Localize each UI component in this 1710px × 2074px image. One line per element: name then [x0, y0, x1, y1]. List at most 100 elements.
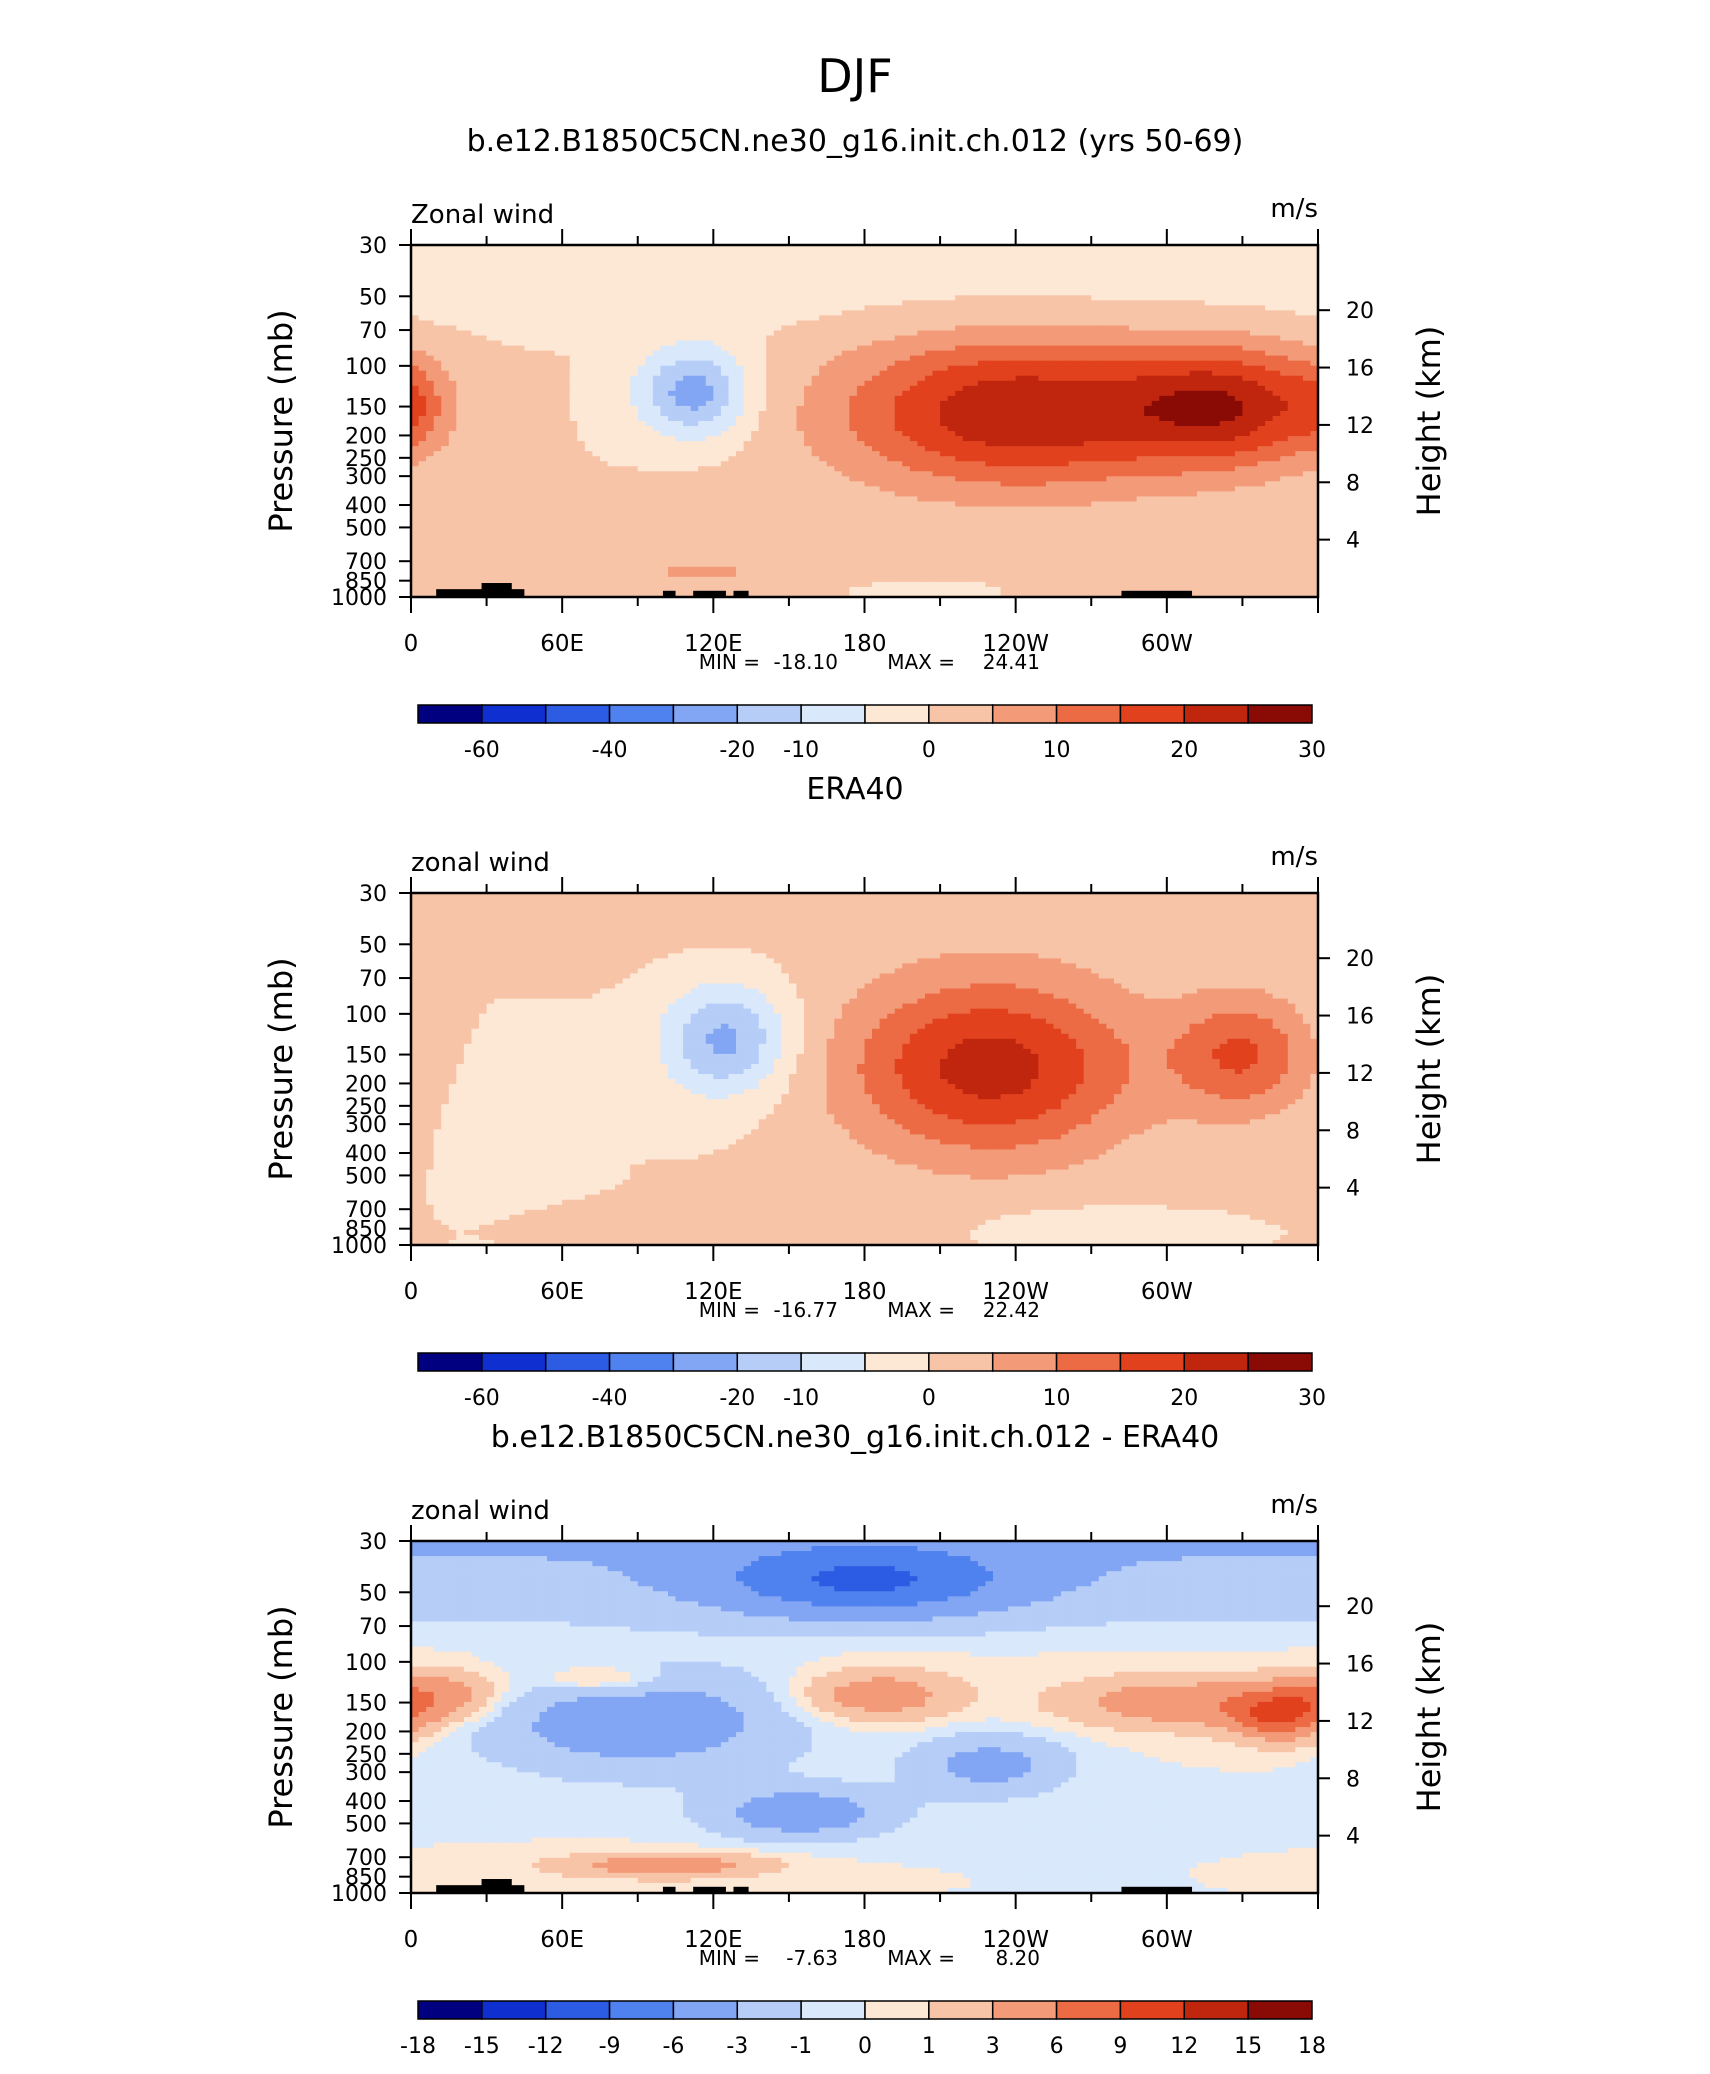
heatmap-cell — [963, 330, 971, 336]
heatmap-cell — [608, 401, 616, 407]
heatmap-cell — [517, 416, 525, 422]
heatmap-cell — [963, 305, 971, 311]
heatmap-cell — [434, 446, 442, 452]
heatmap-cell — [849, 290, 857, 296]
heatmap-cell — [978, 431, 986, 437]
heatmap-cell — [524, 401, 532, 407]
heatmap-cell — [555, 305, 563, 311]
heatmap-cell — [1084, 376, 1092, 382]
heatmap-cell — [638, 260, 646, 266]
heatmap-cell — [1227, 265, 1235, 271]
heatmap-cell — [1069, 310, 1077, 316]
heatmap-cell — [804, 270, 812, 276]
heatmap-cell — [645, 310, 653, 316]
heatmap-cell — [865, 376, 873, 382]
heatmap-cell — [502, 290, 510, 296]
heatmap-cell — [759, 270, 767, 276]
heatmap-cell — [1023, 411, 1031, 417]
heatmap-cell — [940, 391, 948, 397]
heatmap-cell — [487, 436, 495, 442]
heatmap-cell — [698, 336, 706, 342]
heatmap-cell — [426, 336, 434, 342]
heatmap-cell — [706, 386, 714, 392]
heatmap-cell — [600, 280, 608, 286]
heatmap-cell — [796, 325, 804, 331]
heatmap-cell — [1016, 431, 1024, 437]
heatmap-cell — [1001, 406, 1009, 412]
heatmap-cell — [706, 260, 714, 266]
heatmap-cell — [570, 416, 578, 422]
heatmap-cell — [985, 366, 993, 372]
heatmap-cell — [1084, 330, 1092, 336]
heatmap-cell — [721, 381, 729, 387]
heatmap-cell — [502, 401, 510, 407]
heatmap-cell — [872, 275, 880, 281]
heatmap-cell — [721, 361, 729, 367]
heatmap-cell — [1242, 310, 1250, 316]
heatmap-cell — [479, 290, 487, 296]
heatmap-cell — [728, 280, 736, 286]
heatmap-cell — [1023, 336, 1031, 342]
heatmap-cell — [600, 371, 608, 377]
heatmap-cell — [978, 401, 986, 407]
heatmap-cell — [1099, 255, 1107, 261]
heatmap-cell — [751, 270, 759, 276]
heatmap-cell — [1084, 285, 1092, 291]
heatmap-cell — [948, 305, 956, 311]
heatmap-cell — [1220, 371, 1228, 377]
heatmap-cell — [1121, 376, 1129, 382]
heatmap-cell — [1053, 361, 1061, 367]
heatmap-cell — [1121, 361, 1129, 367]
heatmap-cell — [827, 381, 835, 387]
heatmap-cell — [555, 270, 563, 276]
heatmap-cell — [441, 310, 449, 316]
heatmap-cell — [940, 366, 948, 372]
heatmap-cell — [766, 305, 774, 311]
heatmap-cell — [713, 396, 721, 402]
heatmap-cell — [1061, 361, 1069, 367]
heatmap-cell — [940, 260, 948, 266]
heatmap-cell — [1137, 315, 1145, 321]
heatmap-cell — [970, 406, 978, 412]
heatmap-cell — [562, 401, 570, 407]
heatmap-cell — [1159, 265, 1167, 271]
heatmap-cell — [1031, 426, 1039, 432]
heatmap-cell — [1182, 265, 1190, 271]
heatmap-cell — [1167, 330, 1175, 336]
heatmap-cell — [1001, 391, 1009, 397]
heatmap-cell — [547, 431, 555, 437]
heatmap-cell — [441, 406, 449, 412]
heatmap-cell — [759, 275, 767, 281]
heatmap-cell — [759, 295, 767, 301]
heatmap-cell — [547, 270, 555, 276]
heatmap-cell — [1016, 341, 1024, 347]
heatmap-cell — [880, 295, 888, 301]
heatmap-cell — [668, 451, 676, 457]
heatmap-cell — [1212, 351, 1220, 357]
heatmap-cell — [668, 290, 676, 296]
heatmap-cell — [1190, 265, 1198, 271]
heatmap-cell — [1099, 416, 1107, 422]
heatmap-cell — [713, 270, 721, 276]
heatmap-cell — [1053, 411, 1061, 417]
heatmap-cell — [948, 336, 956, 342]
heatmap-cell — [600, 336, 608, 342]
heatmap-cell — [751, 446, 759, 452]
heatmap-cell — [509, 386, 517, 392]
heatmap-cell — [1280, 391, 1288, 397]
heatmap-cell — [842, 341, 850, 347]
heatmap-cell — [645, 406, 653, 412]
heatmap-cell — [1099, 275, 1107, 281]
heatmap-cell — [592, 346, 600, 352]
heatmap-cell — [1190, 396, 1198, 402]
heatmap-cell — [1152, 330, 1160, 336]
heatmap-cell — [1159, 305, 1167, 311]
heatmap-cell — [706, 406, 714, 412]
heatmap-cell — [479, 351, 487, 357]
heatmap-cell — [766, 351, 774, 357]
heatmap-cell — [1121, 265, 1129, 271]
heatmap-cell — [751, 285, 759, 291]
heatmap-cell — [1167, 421, 1175, 427]
heatmap-cell — [441, 325, 449, 331]
heatmap-cell — [1265, 371, 1273, 377]
